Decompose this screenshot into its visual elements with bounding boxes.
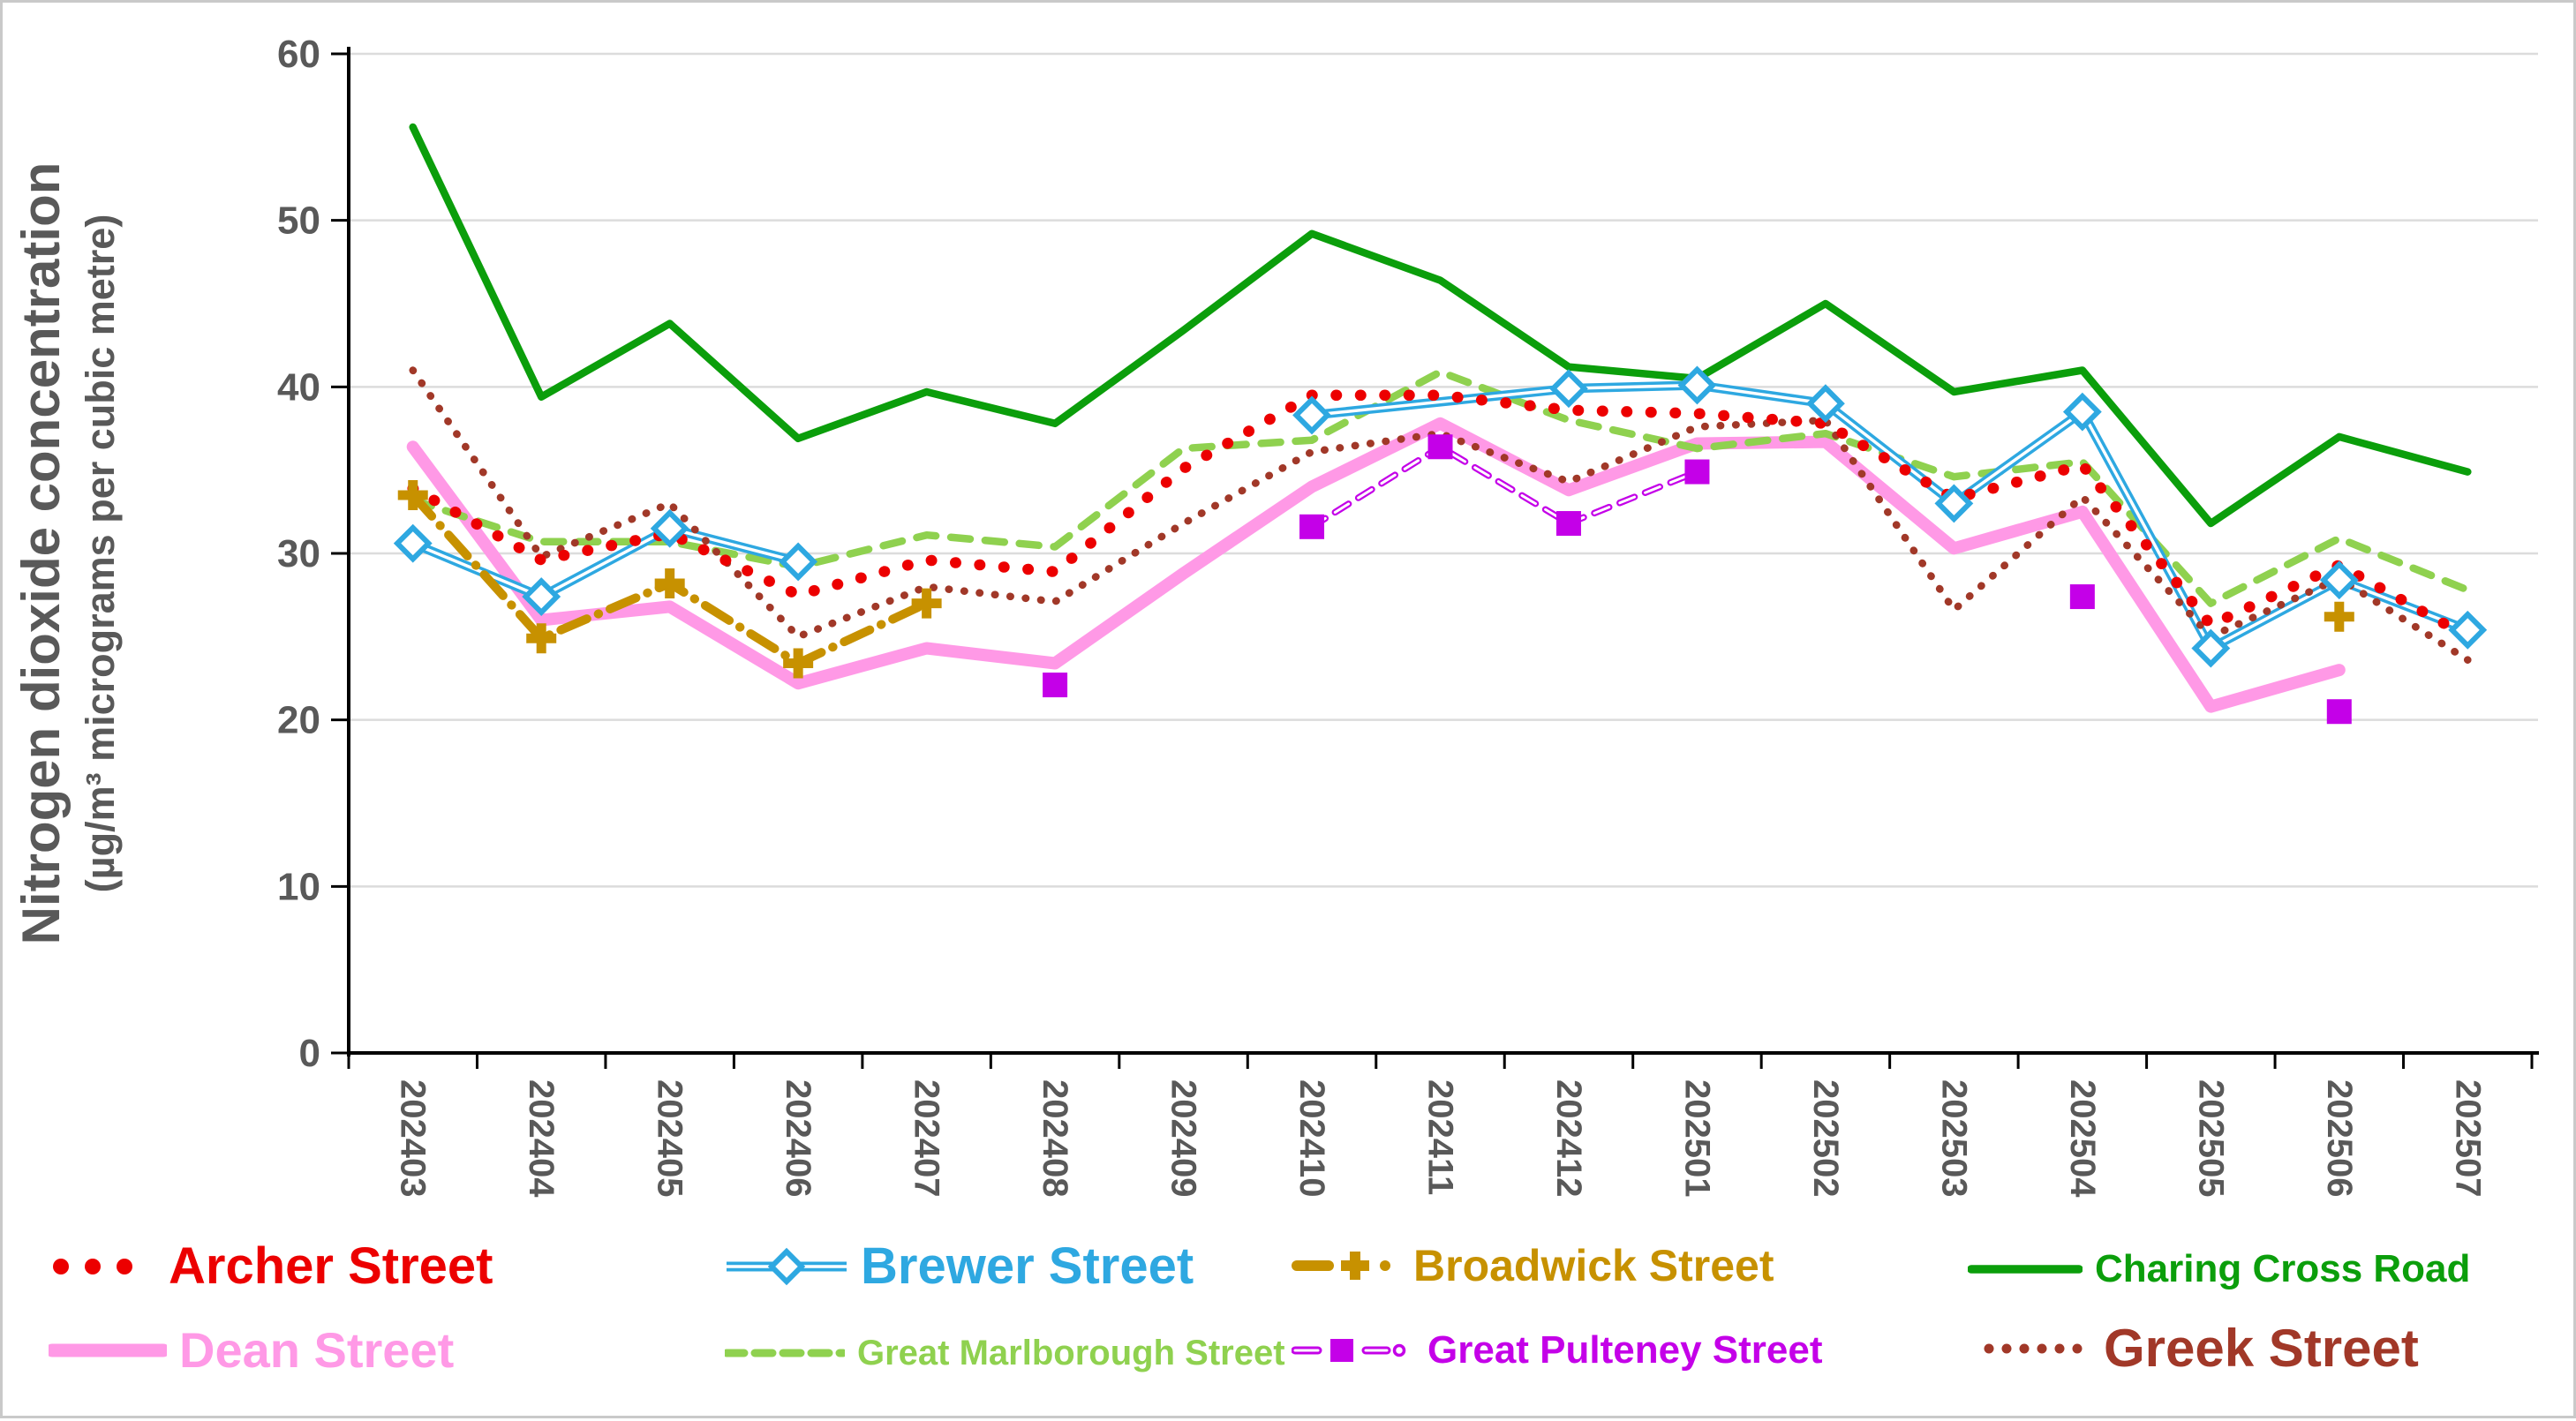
y-tick-label-60: 60 xyxy=(277,33,320,76)
greek-street-legend-marker xyxy=(1984,1343,2083,1353)
legend-label: Great Marlborough Street xyxy=(857,1333,1285,1372)
series-line-greek-street xyxy=(409,366,2472,664)
y-axis-subtitle: (µg/m³ micrograms per cubic metre) xyxy=(78,214,123,893)
y-tick-label-30: 30 xyxy=(277,532,320,575)
marker-diamond-brewer-street xyxy=(2319,560,2359,600)
great-marlborough-street-legend-marker xyxy=(725,1349,845,1357)
legend-label: Brewer Street xyxy=(861,1237,1194,1295)
marker-diamond-brewer-street xyxy=(779,542,818,582)
marker-plus-broadwick-street xyxy=(397,479,428,510)
x-tick-label-202403: 202403 xyxy=(394,1079,433,1197)
x-tick-label-202507: 202507 xyxy=(2448,1079,2487,1197)
marker-diamond-brewer-street xyxy=(1934,484,1974,523)
marker-square-great-pulteney-street xyxy=(1043,673,1068,698)
series-line-archer-street xyxy=(407,389,2474,643)
marker-square-great-pulteney-street xyxy=(1427,434,1453,460)
great-pulteney-street-legend-marker xyxy=(1292,1339,1406,1362)
marker-diamond-brewer-street xyxy=(2062,392,2102,432)
marker-square-great-pulteney-street xyxy=(1555,511,1581,537)
series-line-core-brewer-street xyxy=(412,526,799,598)
x-tick-label-202406: 202406 xyxy=(779,1079,817,1197)
chart-canvas: 0 10 20 30 40 50 60 202403 202404 202405 202406 202… xyxy=(11,33,2539,1198)
x-tick-label-202505: 202505 xyxy=(2191,1079,2230,1197)
legend-label: Great Pulteney Street xyxy=(1427,1328,1823,1372)
x-tick-label-202411: 202411 xyxy=(1421,1079,1460,1195)
x-tick-label-202412: 202412 xyxy=(1549,1079,1588,1197)
marker-square-great-pulteney-street xyxy=(1299,514,1325,539)
marker-plus-broadwick-street xyxy=(526,623,557,654)
charing-cross-road-legend-marker xyxy=(1968,1265,2083,1274)
series-line-charing-cross-road xyxy=(409,123,2472,528)
series-line-dean-street xyxy=(406,417,2346,713)
marker-diamond-brewer-street xyxy=(393,523,433,563)
x-tick-label-202409: 202409 xyxy=(1164,1079,1203,1197)
marker-diamond-brewer-street xyxy=(1677,365,1717,405)
dean-street-legend-marker xyxy=(49,1343,167,1357)
x-tick-label-202410: 202410 xyxy=(1292,1079,1331,1197)
legend-label: Dean Street xyxy=(179,1322,455,1378)
broadwick-street-legend-marker xyxy=(1292,1252,1390,1280)
x-tick-label-202506: 202506 xyxy=(2320,1079,2359,1197)
marker-diamond-brewer-street xyxy=(522,577,561,616)
y-axis-title: Nitrogen dioxide concentration xyxy=(11,162,71,945)
legend-label: Archer Street xyxy=(169,1237,493,1295)
x-tick-label-202501: 202501 xyxy=(1677,1079,1716,1197)
legend-item-dean-street: Dean Street xyxy=(49,1321,454,1379)
legend-item-great-marlborough-street: Great Marlborough Street xyxy=(725,1332,1285,1374)
series-line-brewer-street xyxy=(1311,380,2470,653)
x-tick-label-202405: 202405 xyxy=(651,1079,689,1197)
x-tick-label-202503: 202503 xyxy=(1934,1079,1973,1197)
x-tick-label-202504: 202504 xyxy=(2063,1079,2102,1198)
marker-diamond-brewer-street xyxy=(1549,369,1588,409)
y-tick-label-50: 50 xyxy=(277,199,320,243)
legend-item-broadwick-street: Broadwick Street xyxy=(1292,1240,1774,1291)
legend-item-brewer-street: Brewer Street xyxy=(725,1237,1194,1296)
marker-square-great-pulteney-street xyxy=(2326,699,2352,725)
x-tick-label-202502: 202502 xyxy=(1806,1079,1845,1197)
marker-square-great-pulteney-street xyxy=(1684,459,1710,485)
legend-item-greek-street: Greek Street xyxy=(1982,1318,2419,1379)
x-tick-label-202408: 202408 xyxy=(1036,1079,1074,1197)
legend-item-archer-street: Archer Street xyxy=(47,1237,493,1296)
series-line-great-marlborough-street xyxy=(409,368,2472,607)
y-tick-label-40: 40 xyxy=(277,365,320,409)
marker-diamond-brewer-street xyxy=(2191,628,2231,668)
marker-diamond-brewer-street xyxy=(1292,395,1331,435)
marker-plus-broadwick-street xyxy=(783,648,814,679)
x-tick-label-202404: 202404 xyxy=(522,1079,561,1198)
y-tick-label-0: 0 xyxy=(299,1032,320,1075)
marker-diamond-brewer-street xyxy=(1805,384,1845,424)
y-tick-label-20: 20 xyxy=(277,699,320,742)
legend-item-charing-cross-road: Charing Cross Road xyxy=(1968,1247,2470,1291)
marker-square-great-pulteney-street xyxy=(2069,584,2095,610)
legend-item-great-pulteney-street: Great Pulteney Street xyxy=(1292,1328,1823,1372)
marker-plus-broadwick-street xyxy=(654,568,685,598)
y-tick-label-10: 10 xyxy=(277,865,320,908)
marker-plus-broadwick-street xyxy=(2324,601,2354,632)
legend-label: Broadwick Street xyxy=(1413,1241,1774,1290)
x-tick-label-202407: 202407 xyxy=(908,1079,946,1197)
marker-plus-broadwick-street xyxy=(911,588,942,619)
legend-label: Charing Cross Road xyxy=(2095,1247,2471,1290)
marker-diamond-brewer-street xyxy=(650,508,689,548)
series-line-core-great-pulteney-street xyxy=(1310,445,1699,529)
legend-label: Greek Street xyxy=(2104,1319,2419,1378)
marker-diamond-brewer-street xyxy=(2448,610,2488,650)
archer-street-legend-marker xyxy=(53,1258,132,1274)
brewer-street-legend-marker xyxy=(727,1247,847,1285)
